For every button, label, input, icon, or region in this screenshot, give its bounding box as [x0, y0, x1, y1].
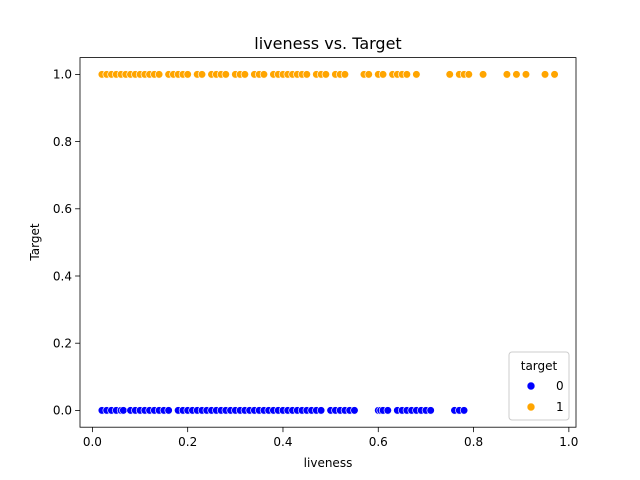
scatter-point-target-0: [316, 406, 326, 415]
scatter-point-target-1: [478, 70, 488, 79]
y-axis-label: Target: [28, 223, 42, 261]
scatter-point-target-1: [445, 70, 454, 79]
legend-title: target: [521, 359, 558, 373]
y-tick-label: 0.2: [53, 337, 72, 351]
legend-label-1: 1: [556, 400, 564, 414]
x-tick-label: 1.0: [559, 435, 578, 449]
x-axis-label: liveness: [304, 456, 353, 470]
scatter-point-target-0: [459, 406, 469, 415]
scatter-point-target-0: [119, 406, 128, 415]
y-tick-label: 0.8: [53, 135, 72, 149]
scatter-point-target-1: [302, 70, 311, 79]
scatter-point-target-1: [521, 70, 531, 79]
y-axis: 0.0 0.2 0.4 0.6 0.8 1.0: [53, 68, 80, 418]
scatter-point-target-1: [259, 70, 269, 79]
scatter-point-target-1: [402, 70, 411, 79]
legend-marker-0: [526, 381, 536, 391]
legend-box: [508, 351, 570, 421]
y-tick-label: 0.0: [53, 404, 72, 418]
x-tick-label: 0.2: [178, 435, 197, 449]
scatter-point-target-1: [550, 70, 559, 79]
scatter-point-target-0: [426, 406, 435, 415]
legend: target 0 1: [508, 351, 570, 421]
x-axis: 0.0 0.2 0.4 0.6 0.8 1.0: [83, 427, 578, 449]
scatter-point-target-1: [412, 70, 421, 79]
x-tick-label: 0.4: [273, 435, 292, 449]
scatter-point-target-1: [154, 70, 164, 79]
scatter-point-target-1: [221, 70, 230, 79]
scatter-point-target-1: [340, 70, 350, 79]
plot-area: [97, 70, 559, 415]
legend-label-0: 0: [556, 379, 564, 393]
legend-marker-1: [526, 402, 536, 412]
scatter-point-target-0: [350, 406, 359, 415]
scatter-point-target-1: [364, 70, 373, 79]
scatter-point-target-1: [540, 70, 550, 79]
y-tick-label: 1.0: [53, 68, 72, 82]
scatter-point-target-1: [464, 70, 473, 79]
chart-title: liveness vs. Target: [254, 34, 401, 53]
scatter-point-target-1: [240, 70, 249, 79]
scatter-point-target-0: [164, 406, 173, 415]
scatter-point-target-0: [383, 406, 392, 415]
scatter-point-target-1: [321, 70, 330, 79]
plot-frame: [79, 57, 577, 428]
y-tick-label: 0.6: [53, 202, 72, 216]
x-tick-label: 0.6: [369, 435, 388, 449]
scatter-point-target-1: [378, 70, 388, 79]
scatter-point-target-1: [502, 70, 512, 79]
scatter-point-target-1: [197, 70, 207, 79]
y-tick-label: 0.4: [53, 269, 72, 283]
scatter-point-target-1: [183, 70, 192, 79]
scatter-point-target-1: [512, 70, 521, 79]
x-tick-label: 0.0: [83, 435, 102, 449]
x-tick-label: 0.8: [464, 435, 483, 449]
